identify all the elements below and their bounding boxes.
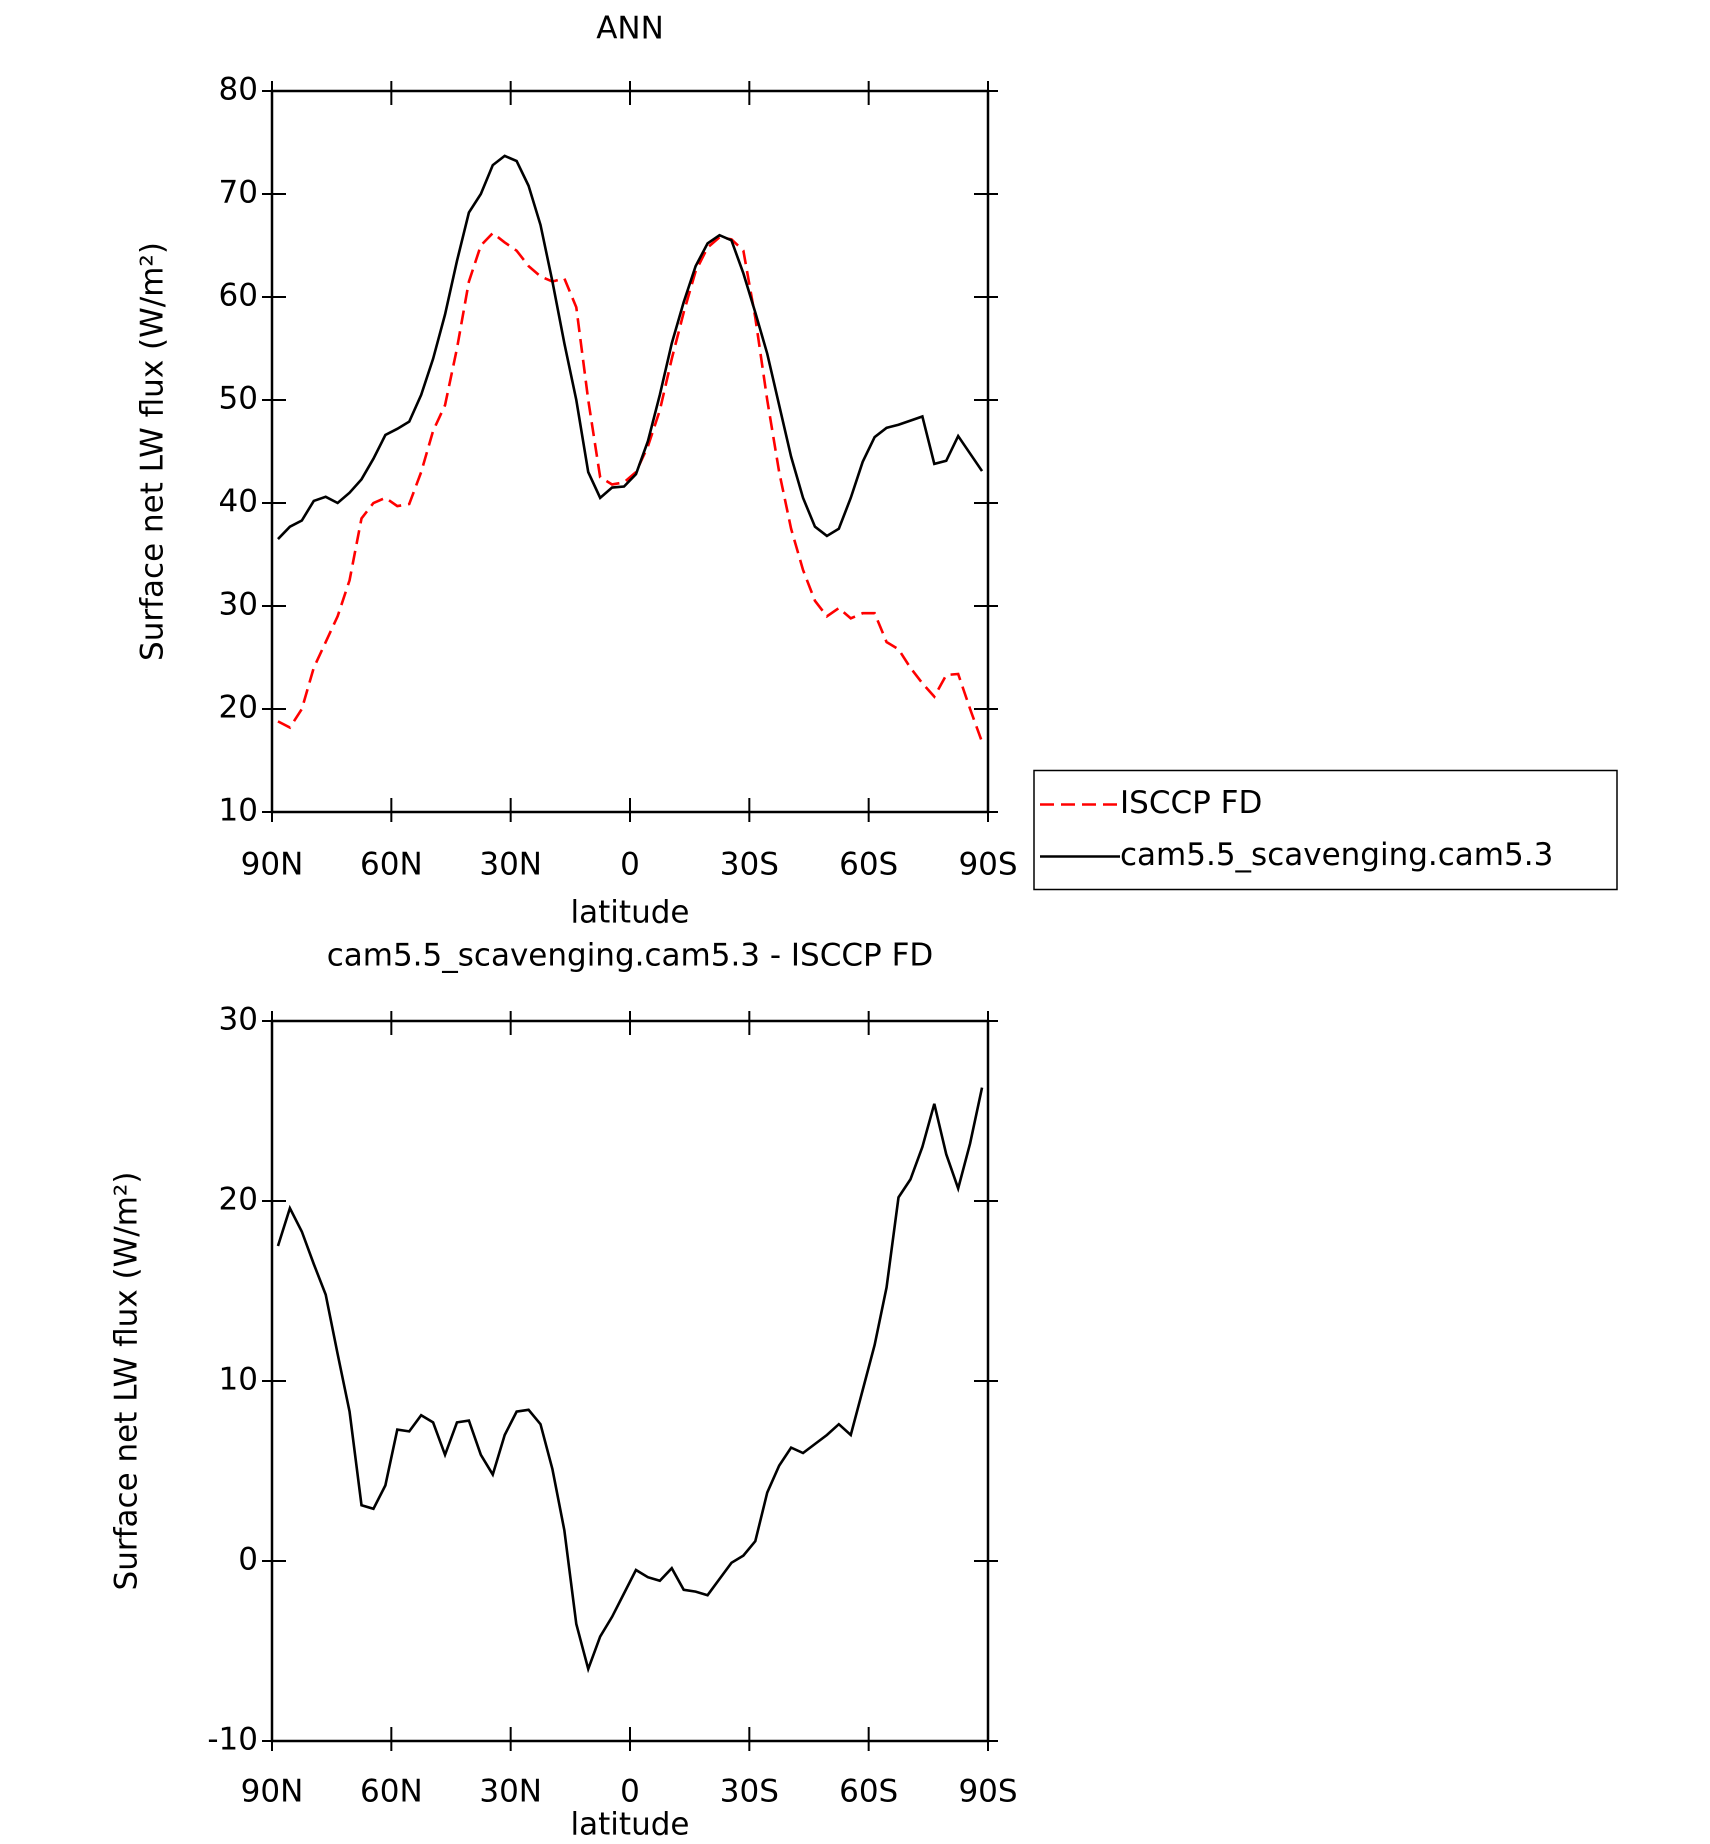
y-tick-label: 20: [219, 690, 258, 726]
data-line: [276, 1087, 984, 1674]
y-tick-label: 50: [219, 381, 258, 417]
data-line: [277, 154, 984, 540]
x-tick-label: 90N: [241, 1774, 304, 1810]
y-tick-label: 20: [219, 1182, 258, 1218]
plot-frame: [270, 1019, 990, 1743]
x-tick-label: 60N: [360, 1774, 423, 1810]
y-tick-label: 30: [219, 587, 258, 623]
x-tick-label: 30S: [720, 1774, 779, 1810]
y-tick-label: 0: [238, 1542, 258, 1578]
x-tick-label: 30N: [479, 1774, 542, 1810]
x-tick-label: 0: [620, 847, 640, 883]
y-axis-label: Surface net LW flux (W/m²): [109, 1172, 145, 1591]
x-axis-label: latitude: [571, 1807, 690, 1843]
x-tick-label: 90N: [241, 847, 304, 883]
y-axis-label: Surface net LW flux (W/m²): [135, 242, 171, 661]
x-tick-label: 60S: [839, 847, 898, 883]
legend-box: [1033, 769, 1618, 891]
legend-label: cam5.5_scavenging.cam5.3: [1120, 837, 1553, 873]
chart-title: ANN: [596, 11, 664, 47]
y-tick-label: 10: [219, 1362, 258, 1398]
y-tick-label: 30: [219, 1002, 258, 1038]
y-tick-label: -10: [207, 1722, 258, 1758]
legend-label: ISCCP FD: [1120, 785, 1262, 821]
x-tick-label: 60N: [360, 847, 423, 883]
x-axis-label: latitude: [571, 895, 690, 931]
y-tick-label: 80: [219, 72, 258, 108]
x-tick-label: 60S: [839, 1774, 898, 1810]
x-tick-label: 30S: [720, 847, 779, 883]
x-tick-label: 30N: [479, 847, 542, 883]
y-tick-label: 40: [219, 484, 258, 520]
chart-title: cam5.5_scavenging.cam5.3 - ISCCP FD: [327, 938, 934, 974]
y-tick-label: 10: [219, 793, 258, 829]
data-line: [277, 231, 984, 743]
plot-frame: [270, 89, 990, 814]
y-tick-label: 70: [219, 175, 258, 211]
legend: ISCCP FD cam5.5_scavenging.cam5.3: [1033, 769, 1618, 891]
x-tick-label: 0: [620, 1774, 640, 1810]
x-tick-label: 90S: [958, 847, 1017, 883]
x-tick-label: 90S: [958, 1774, 1017, 1810]
y-tick-label: 60: [219, 278, 258, 314]
